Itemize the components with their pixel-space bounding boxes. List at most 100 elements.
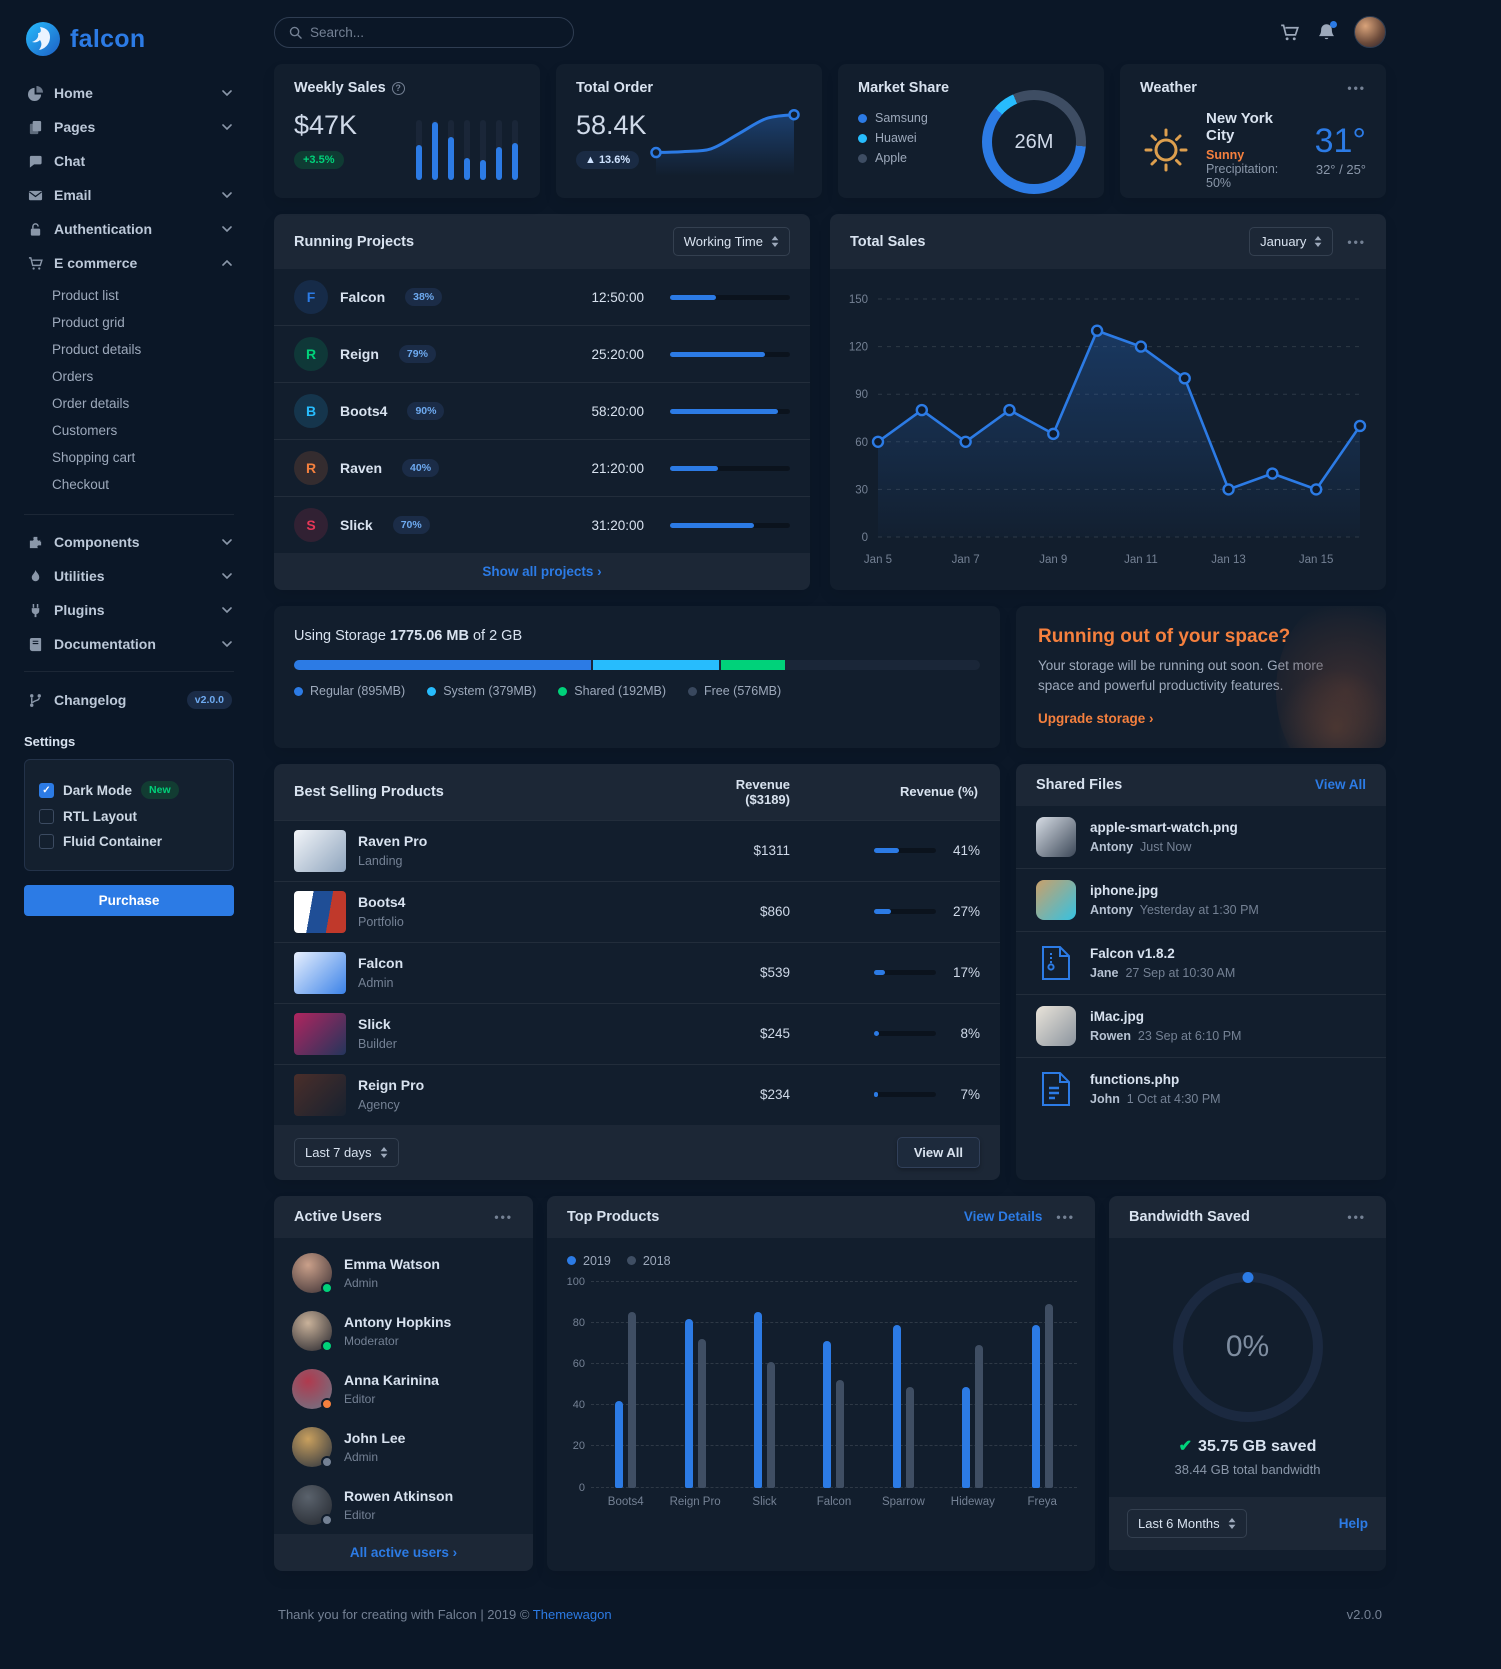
falcon-logo-icon bbox=[24, 20, 62, 58]
file-row-falcon-v1-8-2[interactable]: Falcon v1.8.2 Jane 27 Sep at 10:30 AM bbox=[1016, 930, 1386, 994]
sidebar-item-order-details[interactable]: Order details bbox=[52, 396, 130, 411]
user-row-antony-hopkins[interactable]: Antony Hopkins Moderator bbox=[274, 1302, 533, 1360]
space-offer-title: Running out of your space? bbox=[1038, 626, 1291, 647]
legend-label: Regular (895MB) bbox=[310, 684, 406, 698]
legend-label: 2018 bbox=[642, 1253, 671, 1268]
search-box[interactable] bbox=[274, 16, 574, 48]
file-row-functions-php[interactable]: functions.php John 1 Oct at 4:30 PM bbox=[1016, 1056, 1386, 1120]
themewagon-link[interactable]: Themewagon bbox=[532, 1606, 612, 1622]
more-menu-icon[interactable]: ••• bbox=[1347, 1209, 1366, 1224]
brand-name: falcon bbox=[70, 24, 146, 53]
user-name: Antony Hopkins bbox=[344, 1313, 452, 1330]
sidebar-item-e-commerce[interactable]: E commerce bbox=[24, 246, 234, 280]
product-name: Falcon bbox=[358, 955, 404, 971]
purchase-button[interactable]: Purchase bbox=[24, 885, 234, 916]
user-row-anna-karinina[interactable]: Anna Karinina Editor bbox=[274, 1360, 533, 1418]
upgrade-storage-link[interactable]: Upgrade storage › bbox=[1038, 710, 1154, 726]
user-row-john-lee[interactable]: John Lee Admin bbox=[274, 1418, 533, 1476]
user-row-emma-watson[interactable]: Emma Watson Admin bbox=[274, 1244, 533, 1302]
more-menu-icon[interactable]: ••• bbox=[1347, 81, 1366, 95]
all-active-users-link[interactable]: All active users › bbox=[349, 1544, 458, 1560]
working-time-select[interactable]: Working Time bbox=[672, 227, 790, 256]
info-icon[interactable]: ? bbox=[391, 81, 405, 95]
cart-icon[interactable] bbox=[1280, 23, 1299, 42]
show-all-projects-link[interactable]: Show all projects › bbox=[482, 564, 602, 579]
period-select[interactable]: Last 6 Months bbox=[1127, 1508, 1247, 1538]
sidebar-item-checkout[interactable]: Checkout bbox=[52, 477, 110, 492]
revenue-progress-bar bbox=[874, 1031, 936, 1036]
product-row-falcon[interactable]: Falcon Admin $539 17% bbox=[274, 941, 1000, 1003]
fire-icon bbox=[26, 569, 44, 584]
notifications-bell-icon[interactable] bbox=[1317, 20, 1337, 42]
sidebar-item-product-details[interactable]: Product details bbox=[52, 342, 142, 357]
sidebar-item-plugins[interactable]: Plugins bbox=[24, 593, 234, 627]
svg-text:Jan 9: Jan 9 bbox=[1039, 554, 1067, 566]
sidebar-item-customers[interactable]: Customers bbox=[52, 423, 118, 438]
product-category: Portfolio bbox=[358, 915, 404, 929]
bar-2019 bbox=[1031, 1324, 1040, 1488]
product-row-raven-pro[interactable]: Raven Pro Landing $1311 41% bbox=[274, 819, 1000, 881]
project-row-falcon[interactable]: F Falcon 38% 12:50:00 bbox=[274, 269, 810, 325]
bar bbox=[432, 122, 438, 180]
product-row-slick[interactable]: Slick Builder $245 8% bbox=[274, 1002, 1000, 1064]
view-all-button[interactable]: View All bbox=[896, 1136, 980, 1168]
sidebar-item-pages[interactable]: Pages bbox=[24, 110, 234, 144]
project-row-slick[interactable]: S Slick 70% 31:20:00 bbox=[274, 496, 810, 553]
user-row-rowen-atkinson[interactable]: Rowen Atkinson Editor bbox=[274, 1476, 533, 1534]
search-input[interactable] bbox=[310, 24, 559, 40]
user-avatar[interactable] bbox=[1354, 16, 1386, 48]
more-menu-icon[interactable]: ••• bbox=[1347, 234, 1366, 249]
sidebar-nav: Home Pages Chat Email Authentication E commer… bbox=[24, 76, 234, 718]
project-row-reign[interactable]: R Reign 79% 25:20:00 bbox=[274, 325, 810, 382]
new-badge: New bbox=[141, 781, 179, 799]
project-row-boots4[interactable]: B Boots4 90% 58:20:00 bbox=[274, 382, 810, 439]
checkbox[interactable]: ✓ bbox=[39, 782, 54, 798]
sidebar-item-email[interactable]: Email bbox=[24, 178, 234, 212]
product-thumbnail bbox=[294, 890, 346, 933]
setting-fluid-container[interactable]: Fluid Container bbox=[39, 829, 219, 854]
product-revenue: $245 bbox=[759, 1026, 790, 1041]
sidebar-item-orders[interactable]: Orders bbox=[52, 369, 94, 384]
project-row-raven[interactable]: R Raven 40% 21:20:00 bbox=[274, 439, 810, 496]
help-link[interactable]: Help bbox=[1338, 1515, 1368, 1531]
gridline: 60 bbox=[573, 1358, 1077, 1370]
date-range-select[interactable]: Last 7 days bbox=[294, 1137, 399, 1167]
legend-label: Apple bbox=[875, 151, 907, 165]
more-menu-icon[interactable]: ••• bbox=[1056, 1209, 1075, 1224]
svg-text:Jan 5: Jan 5 bbox=[864, 554, 892, 566]
file-row-iphone-jpg[interactable]: iphone.jpg Antony Yesterday at 1:30 PM bbox=[1016, 867, 1386, 931]
legend-dot bbox=[427, 686, 437, 696]
sidebar-item-documentation[interactable]: Documentation bbox=[24, 627, 234, 661]
bar-group-sparrow bbox=[869, 1282, 938, 1488]
user-role: Editor bbox=[344, 1507, 376, 1522]
y-tick-label: 60 bbox=[572, 1357, 585, 1370]
sidebar-item-chat[interactable]: Chat bbox=[24, 144, 234, 178]
sidebar-item-product-list[interactable]: Product list bbox=[52, 288, 119, 303]
y-tick-label: 100 bbox=[566, 1275, 585, 1288]
file-row-apple-smart-watch-png[interactable]: apple-smart-watch.png Antony Just Now bbox=[1016, 806, 1386, 868]
sidebar-item-product-grid[interactable]: Product grid bbox=[52, 315, 125, 330]
sidebar-item-shopping-cart[interactable]: Shopping cart bbox=[52, 450, 136, 465]
bar-track bbox=[448, 120, 454, 180]
project-progress-bar bbox=[670, 351, 790, 357]
product-row-reign-pro[interactable]: Reign Pro Agency $234 7% bbox=[274, 1063, 1000, 1125]
sidebar-item-authentication[interactable]: Authentication bbox=[24, 212, 234, 246]
product-category: Landing bbox=[358, 854, 403, 868]
setting-rtl-layout[interactable]: RTL Layout bbox=[39, 804, 219, 829]
view-details-link[interactable]: View Details bbox=[963, 1209, 1043, 1224]
more-menu-icon[interactable]: ••• bbox=[494, 1209, 513, 1224]
shared-files-view-all-link[interactable]: View All bbox=[1314, 777, 1366, 792]
sidebar-item-components[interactable]: Components bbox=[24, 525, 234, 559]
product-row-boots4[interactable]: Boots4 Portfolio $860 27% bbox=[274, 880, 1000, 942]
sidebar-item-utilities[interactable]: Utilities bbox=[24, 559, 234, 593]
sidebar-item-home[interactable]: Home bbox=[24, 76, 234, 110]
storage-used: 1775.06 MB bbox=[389, 628, 469, 644]
checkbox[interactable] bbox=[39, 809, 54, 824]
month-select[interactable]: January bbox=[1249, 227, 1334, 256]
checkbox[interactable] bbox=[39, 834, 54, 849]
brand-logo[interactable]: falcon bbox=[24, 14, 234, 76]
legend-dot bbox=[567, 1256, 576, 1265]
file-row-imac-jpg[interactable]: iMac.jpg Rowen 23 Sep at 6:10 PM bbox=[1016, 993, 1386, 1057]
sidebar-item-changelog[interactable]: Changelog v2.0.0 bbox=[24, 682, 234, 718]
setting-dark-mode[interactable]: ✓ Dark Mode New bbox=[39, 776, 219, 804]
